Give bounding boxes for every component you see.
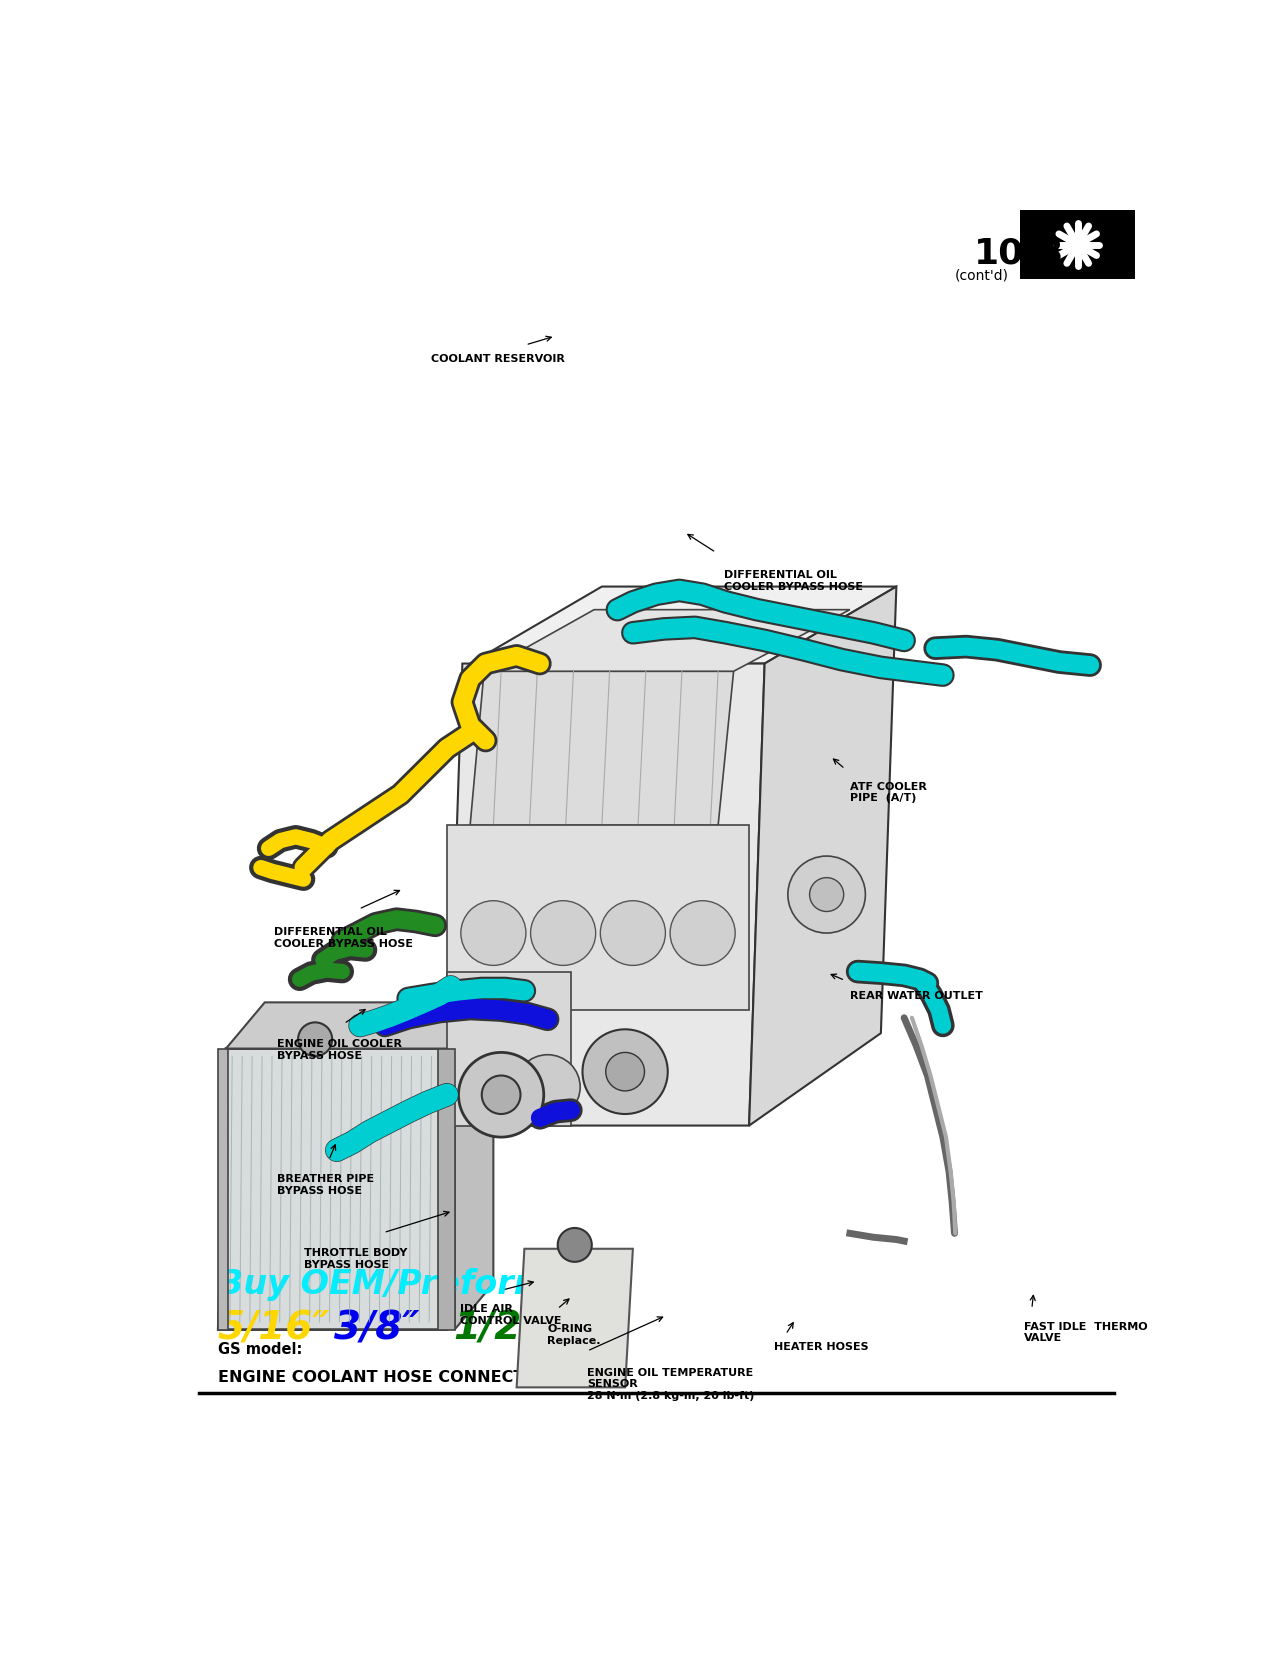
Polygon shape [447, 971, 571, 1126]
Polygon shape [749, 587, 897, 1126]
Text: 3/8″: 3/8″ [334, 1308, 419, 1346]
Circle shape [810, 878, 844, 911]
Text: ATF COOLER
PIPE  (A/T): ATF COOLER PIPE (A/T) [851, 782, 927, 804]
Circle shape [530, 901, 596, 966]
Text: REAR WATER OUTLET: REAR WATER OUTLET [851, 991, 983, 1001]
Text: DIFFERENTIAL OIL
COOLER BYPASS HOSE: DIFFERENTIAL OIL COOLER BYPASS HOSE [724, 571, 863, 592]
Circle shape [601, 901, 665, 966]
Text: 5/16″: 5/16″ [218, 1308, 330, 1346]
Text: BREATHER PIPE
BYPASS HOSE: BREATHER PIPE BYPASS HOSE [277, 1174, 374, 1196]
Polygon shape [470, 672, 734, 825]
Text: HEATER HOSES: HEATER HOSES [774, 1341, 869, 1353]
Circle shape [298, 1022, 332, 1057]
Text: DIFFERENTIAL OIL
COOLER BYPASS HOSE: DIFFERENTIAL OIL COOLER BYPASS HOSE [274, 926, 414, 948]
Text: COOLANT RESERVOIR: COOLANT RESERVOIR [430, 354, 565, 364]
Text: 10-3: 10-3 [974, 237, 1065, 271]
Polygon shape [516, 1249, 633, 1388]
Text: FAST IDLE  THERMO
VALVE: FAST IDLE THERMO VALVE [1024, 1322, 1148, 1343]
Text: O-RING
Replace.: O-RING Replace. [547, 1325, 601, 1346]
Circle shape [583, 1029, 667, 1115]
Bar [1021, 210, 1135, 280]
Text: (cont'd): (cont'd) [954, 268, 1008, 283]
Circle shape [788, 857, 866, 933]
Text: THROTTLE BODY
BYPASS HOSE: THROTTLE BODY BYPASS HOSE [304, 1247, 407, 1270]
Text: 1/2″: 1/2″ [453, 1308, 538, 1346]
Polygon shape [447, 663, 765, 1126]
Polygon shape [225, 1002, 493, 1049]
Circle shape [557, 1227, 592, 1262]
Text: GS model:: GS model: [218, 1341, 302, 1358]
Text: ENGINE OIL TEMPERATURE
SENSOR
28 N·m (2.8 kg-m, 20 lb-ft): ENGINE OIL TEMPERATURE SENSOR 28 N·m (2.… [587, 1368, 755, 1401]
Circle shape [482, 1075, 520, 1115]
Circle shape [606, 1052, 644, 1092]
Polygon shape [218, 1049, 455, 1330]
Polygon shape [455, 1002, 493, 1330]
Circle shape [670, 901, 735, 966]
Circle shape [461, 901, 526, 966]
Polygon shape [447, 825, 749, 1011]
Text: IDLE AIR
CONTROL VALVE: IDLE AIR CONTROL VALVE [460, 1303, 561, 1325]
Bar [218, 1049, 228, 1330]
Polygon shape [470, 587, 897, 663]
Text: ENGINE OIL COOLER
BYPASS HOSE: ENGINE OIL COOLER BYPASS HOSE [277, 1039, 402, 1060]
Bar [438, 1049, 455, 1330]
Circle shape [515, 1055, 580, 1120]
Text: ENGINE COOLANT HOSE CONNECTIONS: ENGINE COOLANT HOSE CONNECTIONS [218, 1370, 569, 1384]
Polygon shape [484, 610, 849, 672]
Text: Buy OEM/Preformed: Buy OEM/Preformed [218, 1269, 594, 1302]
Circle shape [459, 1052, 543, 1136]
